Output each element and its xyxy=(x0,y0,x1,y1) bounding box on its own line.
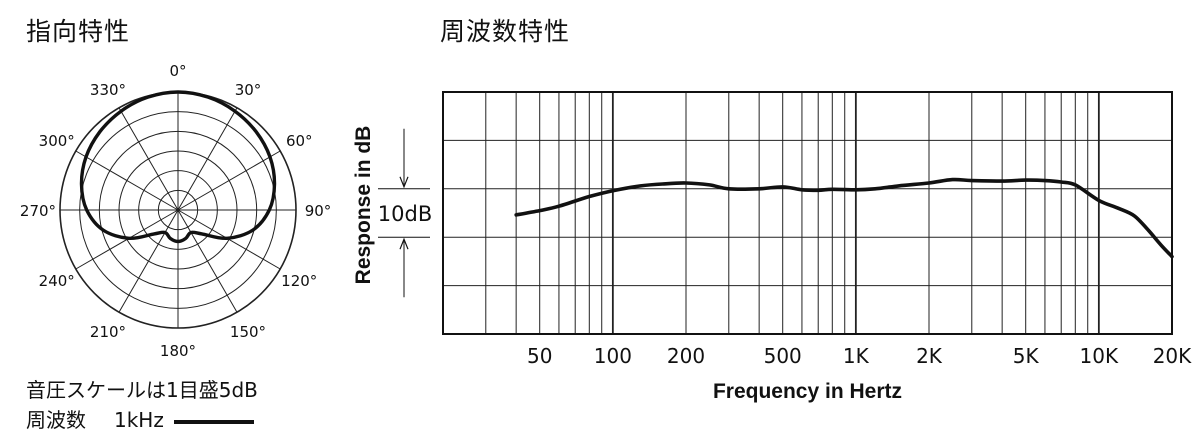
polar-chart-title: 指向特性 xyxy=(26,17,131,46)
legend-line-swatch xyxy=(173,419,254,424)
x-tick-label: 50 xyxy=(527,344,552,368)
polar-ring xyxy=(79,111,277,309)
polar-ring xyxy=(98,130,258,290)
polar-angle-label: 210° xyxy=(90,323,126,341)
polar-angle-label: 240° xyxy=(39,272,75,290)
polar-angle-label: 120° xyxy=(281,272,317,290)
x-tick-label: 200 xyxy=(667,344,705,368)
plot-frame xyxy=(442,91,1173,335)
scale-arrow-up-head xyxy=(399,237,409,250)
polar-angle-label: 60° xyxy=(286,132,313,150)
frequency-legend-value: 1kHz xyxy=(114,408,164,432)
polar-angle-label: 180° xyxy=(160,342,196,360)
polar-ring xyxy=(157,189,199,231)
polar-ring xyxy=(138,170,218,250)
scale-arrow-down-head xyxy=(399,176,409,189)
y-axis-title: Response in dB xyxy=(352,126,375,285)
x-tick-label: 1K xyxy=(843,344,870,368)
polar-angle-label: 30° xyxy=(235,81,262,99)
polar-angle-label: 150° xyxy=(230,323,266,341)
polar-angle-label: 330° xyxy=(90,81,126,99)
scale-note: 音圧スケールは1目盛5dB xyxy=(26,378,258,402)
x-tick-label: 10K xyxy=(1080,344,1119,368)
polar-angle-label: 90° xyxy=(305,202,332,220)
x-tick-label: 100 xyxy=(594,344,632,368)
polar-angle-label: 270° xyxy=(20,202,56,220)
x-tick-label: 20K xyxy=(1153,344,1192,368)
polar-ring xyxy=(118,150,238,270)
frequency-response-line xyxy=(514,177,1174,259)
x-tick-label: 500 xyxy=(764,344,802,368)
polar-angle-label: 0° xyxy=(169,62,186,80)
frequency-legend: 周波数 1kHz xyxy=(26,404,254,433)
x-tick-label: 5K xyxy=(1013,344,1040,368)
frequency-chart-title: 周波数特性 xyxy=(440,17,571,46)
x-tick-label: 2K xyxy=(916,344,943,368)
x-axis-title: Frequency in Hertz xyxy=(713,380,902,403)
polar-pattern-line xyxy=(79,90,277,244)
polar-angle-label: 300° xyxy=(39,132,75,150)
frequency-legend-label: 周波数 xyxy=(26,408,86,432)
scale-bar-label: 10dB xyxy=(378,202,432,226)
